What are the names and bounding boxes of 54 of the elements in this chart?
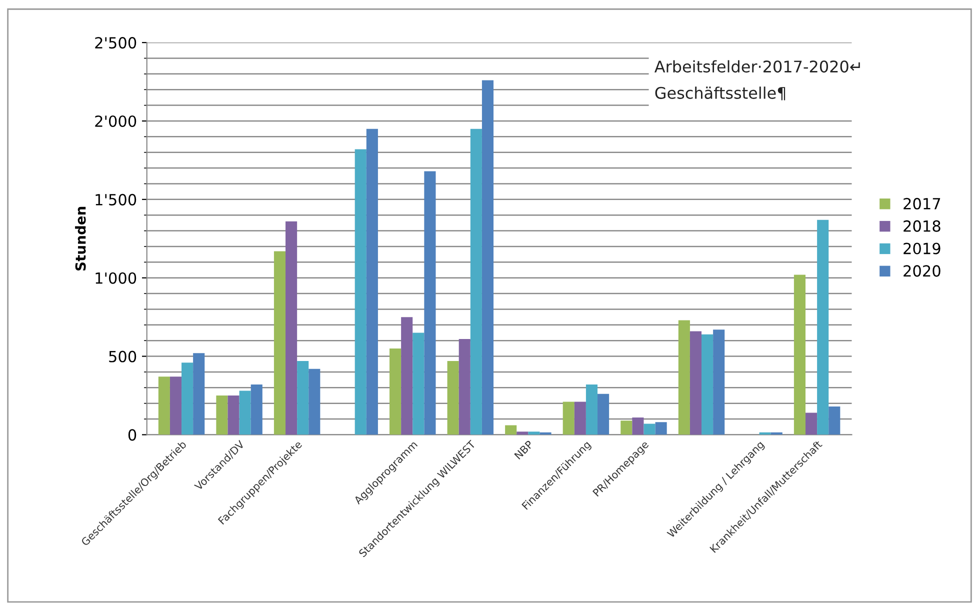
- bar: [562, 402, 574, 435]
- bar: [794, 274, 806, 435]
- bar: [447, 360, 459, 435]
- bar: [401, 317, 413, 435]
- bar: [193, 353, 205, 435]
- bar: [158, 376, 170, 435]
- bar: [528, 432, 540, 435]
- bar: [817, 220, 829, 435]
- bar: [806, 412, 818, 435]
- legend-label: 2018: [904, 220, 940, 232]
- bar: [297, 360, 309, 435]
- bar: [170, 376, 182, 435]
- bar: [678, 320, 690, 435]
- bar: [482, 80, 494, 435]
- bar: [632, 417, 644, 435]
- y-tick-label: 2'000: [95, 115, 136, 128]
- bar: [216, 396, 228, 435]
- bar: [458, 339, 470, 435]
- bar: [690, 331, 702, 435]
- bar: [412, 332, 424, 435]
- bar: [470, 128, 482, 435]
- bar: [505, 425, 517, 435]
- bar: [366, 128, 378, 435]
- bar: [644, 424, 656, 435]
- bar: [574, 402, 586, 435]
- y-tick-label: 1'500: [96, 194, 136, 206]
- y-tick-label: 500: [109, 350, 136, 362]
- bar: [308, 368, 320, 435]
- bar: [182, 362, 194, 435]
- bar: [713, 330, 725, 435]
- bar: [239, 390, 251, 435]
- legend-label: 2019: [904, 242, 940, 254]
- bar: [274, 251, 286, 435]
- y-tick-label: 1'000: [96, 272, 136, 284]
- legend-label: 2017: [904, 198, 940, 210]
- y-tick-label: 2'500: [95, 37, 136, 49]
- bar: [828, 406, 840, 435]
- bar: [655, 422, 667, 435]
- y-tick-label: 0: [128, 429, 136, 441]
- bar: [354, 149, 366, 435]
- annotation: Arbeitsfelder·2017-2020↵: [654, 60, 860, 73]
- bar: [424, 171, 436, 435]
- bar: [702, 334, 714, 435]
- bar: [598, 394, 610, 435]
- bar: [620, 420, 632, 435]
- bar: [516, 432, 528, 435]
- y-axis-title: Stunden: [75, 206, 86, 270]
- bar: [286, 221, 298, 435]
- bar: [390, 348, 402, 435]
- bar: [250, 384, 262, 435]
- bar: [228, 396, 240, 435]
- legend-label: 2020: [904, 265, 940, 277]
- annotation: Geschäftsstelle¶: [655, 86, 786, 100]
- bar: [586, 384, 598, 435]
